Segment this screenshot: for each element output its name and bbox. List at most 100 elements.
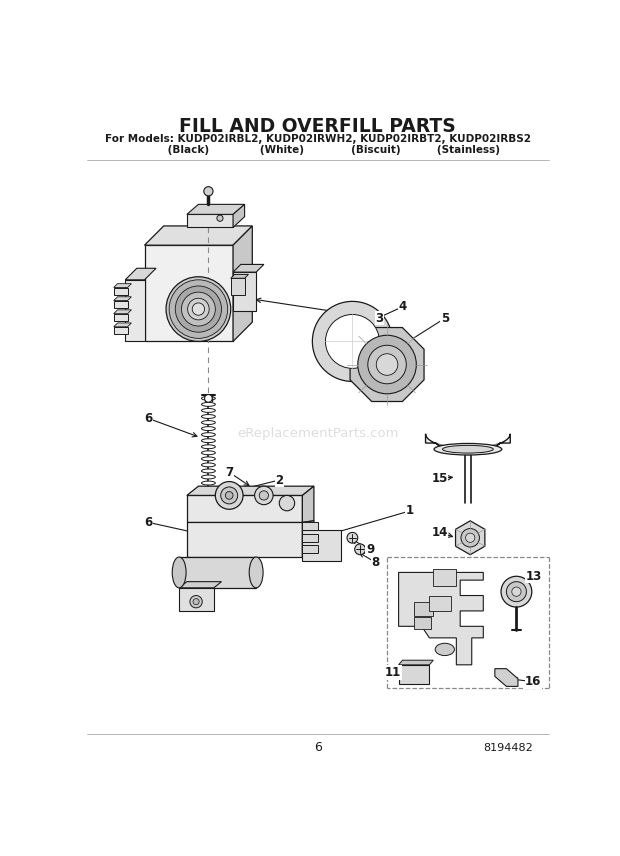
Polygon shape [113,288,128,295]
Polygon shape [113,297,131,300]
Ellipse shape [202,511,215,515]
Ellipse shape [202,396,215,401]
Circle shape [279,496,294,511]
Polygon shape [113,310,131,313]
Ellipse shape [443,445,494,453]
Polygon shape [187,205,245,214]
Polygon shape [125,280,144,342]
Ellipse shape [202,426,215,431]
Circle shape [217,215,223,222]
Circle shape [376,354,398,375]
Text: 6: 6 [144,516,153,529]
Circle shape [347,532,358,544]
Circle shape [255,486,273,505]
Polygon shape [233,226,252,342]
Polygon shape [179,582,221,588]
Polygon shape [233,205,245,228]
Polygon shape [144,226,252,245]
Ellipse shape [202,475,215,479]
Text: For Models: KUDP02IRBL2, KUDP02IRWH2, KUDP02IRBT2, KUDP02IRBS2: For Models: KUDP02IRBL2, KUDP02IRWH2, KU… [105,134,531,144]
Text: 1: 1 [406,504,414,517]
Circle shape [368,345,406,383]
Circle shape [312,301,392,382]
Ellipse shape [202,548,215,551]
Polygon shape [399,573,484,665]
Circle shape [182,292,215,326]
Circle shape [461,528,479,547]
Circle shape [259,490,268,500]
Circle shape [204,187,213,196]
Text: 5: 5 [441,312,449,324]
Circle shape [512,587,521,597]
Polygon shape [113,300,128,308]
Polygon shape [303,486,314,522]
Polygon shape [113,313,128,321]
Text: 6: 6 [144,412,153,425]
Ellipse shape [202,517,215,521]
Circle shape [193,598,199,604]
Ellipse shape [202,463,215,467]
Ellipse shape [202,542,215,545]
Ellipse shape [202,499,215,503]
Polygon shape [303,534,317,542]
Text: (Black)              (White)             (Biscuit)          (Stainless): (Black) (White) (Biscuit) (Stainless) [135,145,500,155]
Polygon shape [113,323,131,327]
Circle shape [215,482,243,509]
Polygon shape [113,283,131,288]
Bar [414,617,431,628]
Polygon shape [303,522,317,530]
Text: 6: 6 [314,741,322,754]
Polygon shape [187,486,314,496]
Ellipse shape [202,408,215,413]
Circle shape [355,544,366,555]
Polygon shape [303,530,341,561]
Bar [430,596,451,611]
Ellipse shape [202,530,215,533]
Polygon shape [144,245,233,342]
Text: 7: 7 [225,466,233,479]
Polygon shape [303,520,314,557]
Circle shape [205,395,212,402]
Circle shape [190,596,202,608]
Polygon shape [350,328,424,401]
Polygon shape [495,669,518,687]
Text: 9: 9 [366,543,374,556]
Polygon shape [231,275,249,278]
Circle shape [188,298,209,320]
Circle shape [192,303,205,315]
Polygon shape [303,545,317,553]
Circle shape [507,582,526,602]
Polygon shape [187,496,303,522]
Ellipse shape [202,493,215,497]
Polygon shape [233,265,264,272]
Circle shape [169,280,228,338]
Ellipse shape [202,439,215,443]
Ellipse shape [202,560,215,563]
Circle shape [175,286,221,332]
Polygon shape [456,520,485,555]
Text: 8194482: 8194482 [484,743,533,753]
Ellipse shape [172,557,186,588]
Ellipse shape [202,554,215,557]
Ellipse shape [202,505,215,509]
Circle shape [221,487,237,504]
Polygon shape [425,434,510,449]
Polygon shape [399,660,433,665]
Circle shape [326,314,379,368]
Text: 14: 14 [432,526,448,539]
Polygon shape [231,278,245,295]
Circle shape [466,533,475,543]
Ellipse shape [202,524,215,527]
Ellipse shape [202,457,215,461]
Circle shape [501,576,532,607]
Polygon shape [125,268,156,280]
Text: FILL AND OVERFILL PARTS: FILL AND OVERFILL PARTS [179,116,456,135]
Text: eReplacementParts.com: eReplacementParts.com [237,427,399,440]
Ellipse shape [202,414,215,419]
Text: 3: 3 [375,312,383,324]
Text: 2: 2 [275,473,283,486]
Ellipse shape [202,420,215,425]
Polygon shape [187,214,233,228]
Polygon shape [187,522,303,557]
Ellipse shape [434,443,502,455]
